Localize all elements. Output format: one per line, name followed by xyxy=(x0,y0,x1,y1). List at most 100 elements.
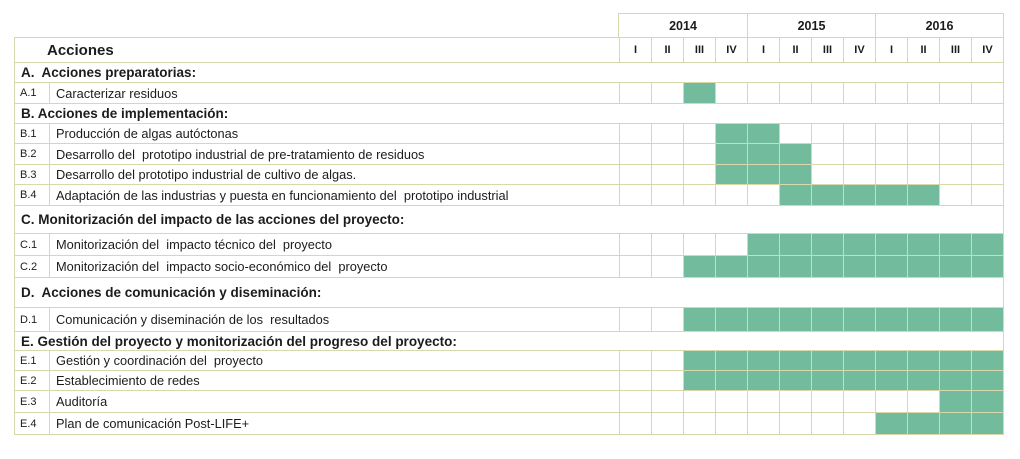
gantt-cell xyxy=(907,185,939,205)
gantt-cell xyxy=(779,144,811,164)
gantt-cell xyxy=(651,124,683,143)
task-code: C.2 xyxy=(20,260,38,273)
gantt-cell xyxy=(715,413,747,434)
task-label: Caracterizar residuos xyxy=(49,83,619,103)
gantt-cell xyxy=(683,165,715,184)
gantt-cell xyxy=(779,308,811,331)
task-code: B.2 xyxy=(20,148,37,160)
task-label: Producción de algas autóctonas xyxy=(49,124,619,143)
task-label: Adaptación de las industrias y puesta en… xyxy=(49,185,619,205)
task-code: E.1 xyxy=(20,354,37,367)
gantt-cell xyxy=(907,391,939,412)
gantt-cells xyxy=(619,234,1003,255)
task-code: B.1 xyxy=(20,127,37,140)
gantt-cell xyxy=(619,165,651,184)
task-label: Establecimiento de redes xyxy=(49,371,619,390)
gantt-cell xyxy=(619,256,651,277)
section-row: E. Gestión del proyecto y monitorización… xyxy=(15,332,1003,351)
gantt-cell xyxy=(747,185,779,205)
section-row: C. Monitorización del impacto de las acc… xyxy=(15,206,1003,234)
gantt-cell xyxy=(683,308,715,331)
gantt-cell xyxy=(971,234,1003,255)
gantt-cell xyxy=(811,165,843,184)
task-label: Desarrollo del prototipo industrial de c… xyxy=(49,165,619,184)
gantt-cell xyxy=(651,256,683,277)
gantt-cell xyxy=(715,351,747,370)
gantt-cell xyxy=(619,391,651,412)
gantt-cell xyxy=(619,308,651,331)
gantt-cell xyxy=(971,165,1003,184)
gantt-cell xyxy=(651,234,683,255)
gantt-cell xyxy=(715,144,747,164)
gantt-cell xyxy=(747,234,779,255)
gantt-cell xyxy=(843,413,875,434)
gantt-cell xyxy=(619,371,651,390)
gantt-cell xyxy=(747,83,779,103)
gantt-cell xyxy=(971,144,1003,164)
gantt-cell xyxy=(779,124,811,143)
gantt-cell xyxy=(747,371,779,390)
gantt-cell xyxy=(939,144,971,164)
column-header-row: Acciones I II III IV I II III IV I II III IV xyxy=(15,38,1003,63)
gantt-cell xyxy=(811,234,843,255)
task-code: E.2 xyxy=(20,374,37,387)
gantt-cell xyxy=(907,83,939,103)
gantt-cell xyxy=(651,165,683,184)
gantt-cell xyxy=(875,185,907,205)
task-code: A.1 xyxy=(20,87,37,99)
gantt-cell xyxy=(875,83,907,103)
gantt-cell xyxy=(779,185,811,205)
year-label: 2014 xyxy=(669,18,697,33)
task-label: Plan de comunicación Post-LIFE+ xyxy=(49,413,619,434)
gantt-cell xyxy=(619,83,651,103)
gantt-cell xyxy=(683,124,715,143)
gantt-cell xyxy=(651,308,683,331)
gantt-cell xyxy=(619,144,651,164)
task-row: A.1 Caracterizar residuos xyxy=(15,83,1003,104)
task-label: Comunicación y diseminación de los resul… xyxy=(49,308,619,331)
gantt-cell xyxy=(779,371,811,390)
task-label: Desarrollo del prototipo industrial de p… xyxy=(49,144,619,164)
gantt-cell xyxy=(619,185,651,205)
gantt-cell xyxy=(779,83,811,103)
quarter-header-label: I xyxy=(747,38,779,62)
gantt-cells xyxy=(619,185,1003,205)
gantt-cell xyxy=(971,308,1003,331)
gantt-cell xyxy=(651,391,683,412)
task-code: B.3 xyxy=(20,168,37,181)
gantt-cell xyxy=(843,371,875,390)
task-row: E.2 Establecimiento de redes xyxy=(15,371,1003,391)
gantt-cell xyxy=(811,391,843,412)
task-row: B.1 Producción de algas autóctonas xyxy=(15,124,1003,144)
gantt-cell xyxy=(811,308,843,331)
gantt-cell xyxy=(747,391,779,412)
gantt-cell xyxy=(875,308,907,331)
gantt-cell xyxy=(683,391,715,412)
gantt-cell xyxy=(971,124,1003,143)
gantt-cells xyxy=(619,371,1003,390)
gantt-cell xyxy=(651,413,683,434)
gantt-cell xyxy=(779,234,811,255)
quarter-header-label: II xyxy=(779,38,811,62)
gantt-cell xyxy=(939,308,971,331)
year-header-row: 2014 2015 2016 xyxy=(618,13,1004,37)
gantt-cell xyxy=(907,124,939,143)
gantt-cell xyxy=(747,144,779,164)
task-label: Monitorización del impacto técnico del p… xyxy=(49,234,619,255)
gantt-cell xyxy=(939,391,971,412)
quarter-header-label: I xyxy=(619,38,651,62)
gantt-cells xyxy=(619,391,1003,412)
gantt-cell xyxy=(811,124,843,143)
gantt-cell xyxy=(683,185,715,205)
gantt-cell xyxy=(715,83,747,103)
section-label: B. Acciones de implementación: xyxy=(21,106,229,121)
gantt-cell xyxy=(715,256,747,277)
gantt-cell xyxy=(971,391,1003,412)
section-row: D. Acciones de comunicación y diseminaci… xyxy=(15,278,1003,308)
gantt-cell xyxy=(939,185,971,205)
section-label: E. Gestión del proyecto y monitorización… xyxy=(21,333,457,349)
gantt-cell xyxy=(907,234,939,255)
gantt-cell xyxy=(811,351,843,370)
gantt-cell xyxy=(843,391,875,412)
gantt-cell xyxy=(683,234,715,255)
